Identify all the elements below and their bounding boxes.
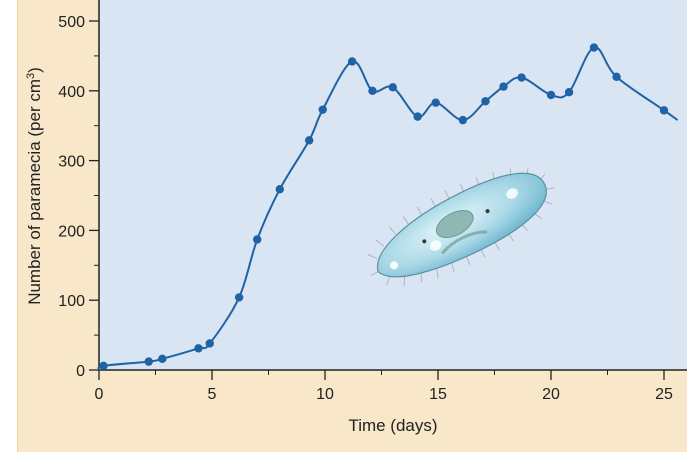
data-point	[158, 354, 167, 364]
y-tick-label: 400	[58, 84, 85, 101]
data-point	[564, 87, 574, 97]
x-tick-label: 10	[316, 386, 334, 403]
data-point	[253, 235, 262, 244]
data-point	[589, 43, 599, 52]
data-point	[481, 97, 490, 106]
data-point	[546, 90, 556, 100]
x-axis-title: Time (days)	[348, 416, 437, 435]
data-point	[517, 73, 526, 82]
y-axis-title-superscript: 3	[25, 73, 37, 79]
data-point	[499, 82, 508, 91]
y-tick-label: 0	[76, 363, 85, 380]
data-point	[612, 72, 621, 82]
data-points	[99, 43, 669, 371]
data-point	[275, 185, 284, 194]
data-point	[234, 293, 244, 302]
y-axis-title-main: Number of paramecia (per cm	[25, 79, 44, 305]
y-axis-title-close: )	[25, 67, 44, 73]
y-tick-label: 100	[58, 293, 85, 310]
y-tick-label: 500	[58, 14, 85, 31]
x-tick-label: 20	[542, 386, 560, 403]
data-point	[205, 339, 214, 348]
data-point	[388, 83, 397, 92]
data-point	[659, 106, 669, 115]
y-axis-title: Number of paramecia (per cm3)	[25, 67, 44, 305]
axes	[89, 0, 687, 380]
data-point	[144, 357, 153, 366]
y-tick-label: 200	[58, 223, 85, 240]
paramecium-icon	[367, 168, 555, 287]
x-tick-label: 5	[208, 386, 217, 403]
x-tick-label: 15	[429, 386, 447, 403]
data-point	[431, 98, 440, 107]
tick-labels: 0 100 200 300 400 500 0 5 10 15 20 25	[58, 14, 673, 403]
data-point	[368, 86, 377, 96]
data-point	[413, 112, 422, 121]
x-tick-label: 25	[655, 386, 673, 403]
y-tick-label: 300	[58, 154, 85, 171]
data-point	[99, 361, 108, 371]
data-point	[194, 344, 203, 353]
data-point	[347, 57, 357, 66]
data-point	[458, 115, 468, 125]
data-point	[304, 136, 314, 145]
data-point	[318, 105, 327, 114]
x-tick-label: 0	[95, 386, 104, 403]
plot-area	[99, 0, 687, 370]
